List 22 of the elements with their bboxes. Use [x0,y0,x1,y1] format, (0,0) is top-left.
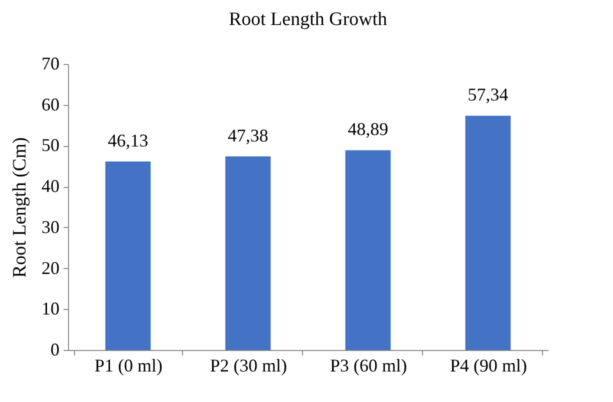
data-label: 46,13 [108,130,148,151]
bar [105,162,151,350]
y-tick-label: 40 [42,176,60,196]
y-tick-label: 20 [42,258,60,278]
y-tick-label: 10 [42,298,60,319]
y-tick-label: 30 [42,216,60,237]
x-tick-label: P2 (30 ml) [210,356,288,376]
x-tick-label: P4 (90 ml) [450,356,528,376]
x-tick-label: P3 (60 ml) [330,356,408,376]
y-tick-label: 60 [42,94,60,114]
x-tick-label: P1 (0 ml) [94,356,163,376]
y-axis-title: Root Length (Cm) [10,137,30,278]
y-tick-label: 0 [50,340,60,360]
data-label: 48,89 [348,119,388,140]
y-tick-label: 50 [42,135,60,156]
data-label: 57,34 [468,84,508,105]
y-tick-label: 70 [42,54,60,74]
chart-title: Root Length Growth [228,9,388,30]
bar [225,156,271,350]
bar [345,150,391,350]
data-label: 47,38 [228,125,268,146]
bar [465,116,511,350]
